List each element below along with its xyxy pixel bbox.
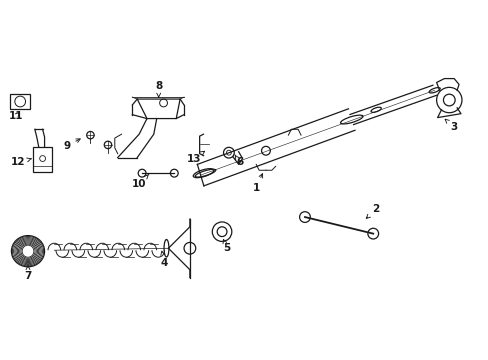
Text: 7: 7 <box>24 265 32 280</box>
Text: 3: 3 <box>444 119 457 132</box>
Text: 13: 13 <box>186 151 204 163</box>
Text: 9: 9 <box>63 139 80 151</box>
Text: 1: 1 <box>252 174 262 193</box>
Text: 4: 4 <box>161 251 168 268</box>
Text: 11: 11 <box>9 111 23 121</box>
Text: 5: 5 <box>223 239 230 253</box>
Text: 6: 6 <box>234 155 243 167</box>
Text: 8: 8 <box>155 81 162 97</box>
Text: 2: 2 <box>366 204 379 219</box>
Text: 10: 10 <box>132 174 149 189</box>
Text: 12: 12 <box>11 157 31 167</box>
